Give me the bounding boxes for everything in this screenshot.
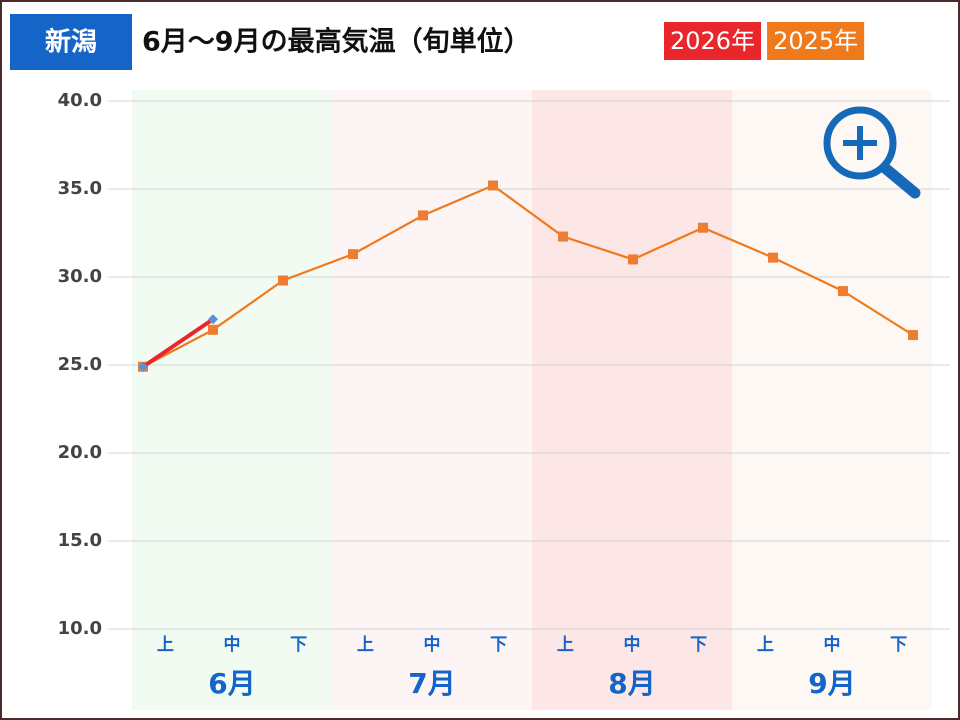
point xyxy=(838,286,848,297)
x-tick-label: 下 xyxy=(490,635,507,655)
month-label: 8月 xyxy=(608,667,655,700)
point xyxy=(418,210,428,221)
legend: 2026年 2025年 xyxy=(664,22,865,60)
x-tick-label: 中 xyxy=(624,634,641,655)
y-tick-label: 30.0 xyxy=(58,266,102,287)
x-tick-label: 上 xyxy=(357,635,374,655)
point xyxy=(628,254,638,265)
x-tick-label: 下 xyxy=(690,635,707,655)
legend-label: 2025年 xyxy=(773,27,858,55)
x-tick-label: 中 xyxy=(424,634,441,655)
point xyxy=(138,361,148,372)
y-tick-label: 15.0 xyxy=(58,530,102,551)
y-tick-label: 35.0 xyxy=(58,178,102,199)
point xyxy=(698,222,708,233)
y-tick-label: 25.0 xyxy=(58,354,102,375)
point xyxy=(348,249,358,260)
x-tick-label: 下 xyxy=(890,635,907,655)
y-tick-label: 40.0 xyxy=(58,90,102,111)
point xyxy=(558,231,568,242)
x-tick-label: 中 xyxy=(224,634,241,655)
region-label: 新潟 xyxy=(45,27,97,58)
x-tick-label: 下 xyxy=(290,635,307,655)
month-band xyxy=(132,90,332,710)
legend-swatch xyxy=(767,22,865,60)
series-line xyxy=(141,317,215,369)
point xyxy=(208,324,218,335)
point xyxy=(488,180,498,191)
legend-label: 2026年 xyxy=(670,27,755,55)
x-tick-label: 上 xyxy=(757,635,774,655)
x-tick-label: 上 xyxy=(157,635,174,655)
legend-swatch xyxy=(664,22,762,60)
x-tick-label: 上 xyxy=(557,635,574,655)
month-label: 9月 xyxy=(808,667,855,700)
month-band xyxy=(532,90,732,710)
point xyxy=(768,252,778,263)
month-label: 6月 xyxy=(208,667,255,700)
point xyxy=(278,275,288,286)
plot: 6月 7月 8月 9月 上 中 下 上 中 下 上 中 下 上 中 下 10.0 15.0 20.0 25.0 30.0… xyxy=(58,90,950,710)
chart-title: 6月～9月の最高気温（旬単位） xyxy=(142,26,531,58)
x-tick-label: 中 xyxy=(824,634,841,655)
y-tick-label: 10.0 xyxy=(58,618,102,639)
point xyxy=(908,330,918,341)
point xyxy=(208,314,218,325)
region-badge xyxy=(10,14,132,70)
month-band xyxy=(732,90,932,710)
month-label: 7月 xyxy=(408,667,455,700)
month-band xyxy=(332,90,532,710)
series-line xyxy=(142,184,914,368)
zoom-icon xyxy=(823,106,921,199)
y-tick-label: 20.0 xyxy=(58,442,102,463)
